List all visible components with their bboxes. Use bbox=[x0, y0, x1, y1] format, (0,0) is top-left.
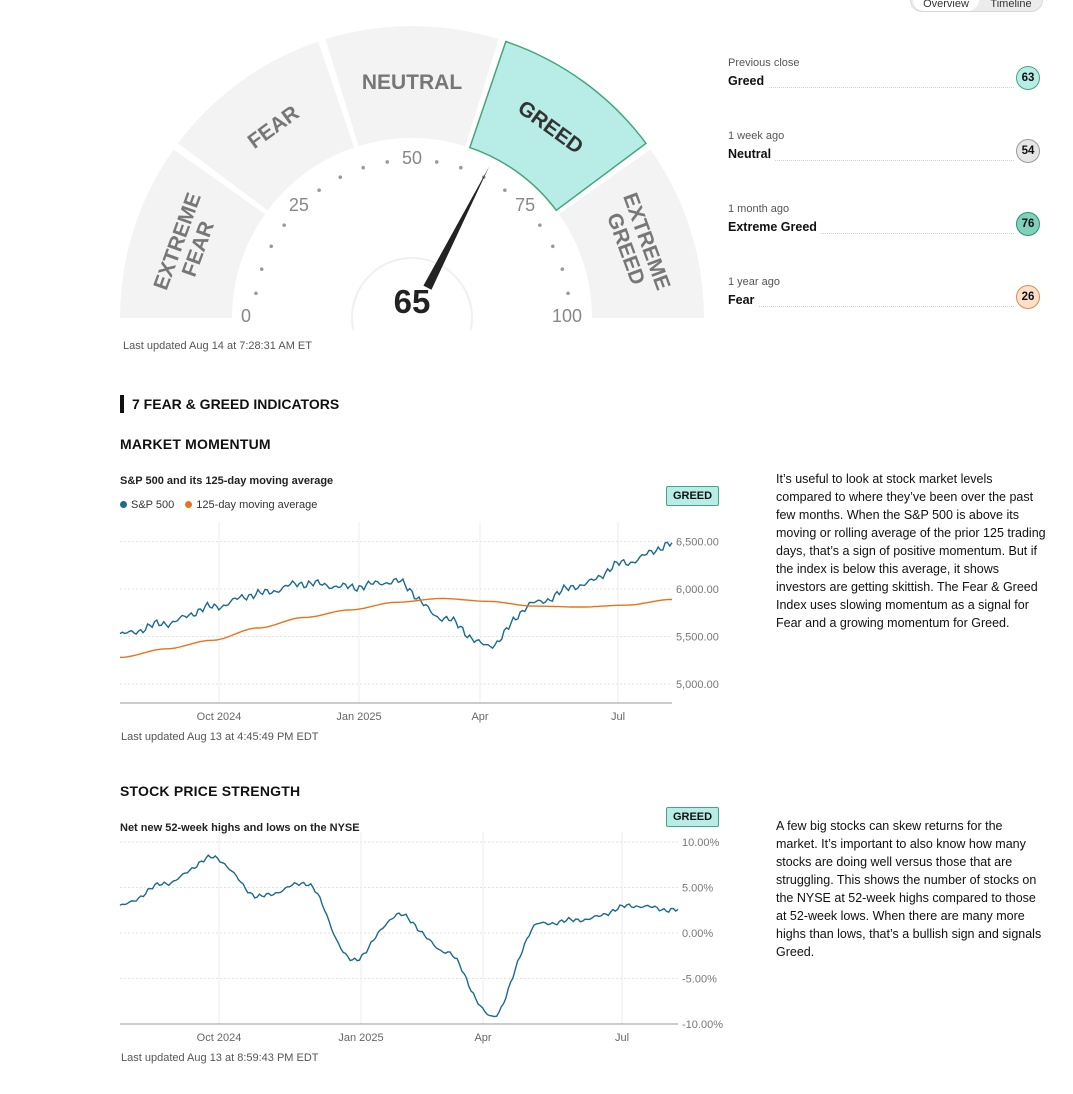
momentum-chart: 6,500.00 6,000.00 5,500.00 5,000.00 Oct 2024… bbox=[119, 522, 719, 723]
series-line-primary bbox=[119, 541, 673, 650]
gauge-tick-label: 0 bbox=[241, 306, 251, 326]
x-tick-label: Oct 2024 bbox=[197, 1032, 242, 1044]
gauge-tick-dot bbox=[338, 175, 343, 180]
legend-label: S&P 500 bbox=[131, 499, 175, 511]
history-score-badge: 63 bbox=[1016, 66, 1040, 90]
gauge-tick-dot bbox=[317, 188, 321, 192]
y-tick-label: -5.00% bbox=[682, 974, 717, 986]
timeline-tab[interactable]: Timeline bbox=[990, 0, 1032, 10]
gauge-tick-dot bbox=[269, 244, 274, 249]
history-1-month-ago: 1 month ago Extreme Greed 76 bbox=[728, 203, 1040, 243]
dotted-leader bbox=[728, 87, 1014, 88]
momentum-heading: MARKET MOMENTUM bbox=[120, 436, 271, 452]
view-toggle: Overview Timeline bbox=[910, 0, 1043, 12]
gauge-center-disc bbox=[351, 257, 473, 330]
gauge-tick-label: 50 bbox=[402, 148, 422, 168]
momentum-updated-text: Last updated Aug 13 at 4:45:49 PM EDT bbox=[121, 731, 319, 743]
gauge-tick-dot bbox=[282, 223, 286, 227]
history-rating: Greed bbox=[728, 74, 769, 88]
gauge-tick-dot bbox=[566, 291, 570, 296]
gauge-tick-dot bbox=[560, 267, 565, 271]
history-label: 1 week ago bbox=[728, 130, 785, 142]
history-label: Previous close bbox=[728, 57, 800, 69]
y-tick-label: 6,000.00 bbox=[676, 584, 719, 596]
dotted-leader bbox=[728, 160, 1014, 161]
momentum-description: It’s useful to look at stock market leve… bbox=[776, 472, 1046, 630]
extreme-fear-segment bbox=[120, 149, 266, 318]
x-tick-label: Jul bbox=[615, 1032, 629, 1044]
history-previous-close: Previous close Greed 63 bbox=[728, 57, 1040, 97]
gauge-tick-dot bbox=[254, 291, 258, 296]
history-rating: Fear bbox=[728, 293, 759, 307]
x-tick-label: Jan 2025 bbox=[336, 711, 381, 723]
gauge-tick-label: 75 bbox=[515, 195, 535, 215]
gauge-tick-dot bbox=[550, 244, 555, 249]
greed-segment bbox=[468, 40, 648, 212]
x-tick-label: Jan 2025 bbox=[338, 1032, 383, 1044]
gauge-tick-dot bbox=[361, 165, 365, 170]
gauge-value: 65 bbox=[394, 283, 431, 320]
y-tick-label: 5,000.00 bbox=[676, 679, 719, 691]
y-tick-label: 5,500.00 bbox=[676, 632, 719, 644]
gauge-tick-dot bbox=[538, 223, 542, 227]
history-1-week-ago: 1 week ago Neutral 54 bbox=[728, 130, 1040, 170]
x-tick-label: Oct 2024 bbox=[197, 711, 242, 723]
history-score-badge: 26 bbox=[1016, 285, 1040, 309]
y-tick-label: 0.00% bbox=[682, 928, 713, 940]
history-score-badge: 54 bbox=[1016, 139, 1040, 163]
y-tick-label: 5.00% bbox=[682, 883, 713, 895]
strength-description: A few big stocks can skew returns for th… bbox=[776, 819, 1042, 959]
strength-chart: 10.00% 5.00% 0.00% -5.00% -10.00% Oct 2024 Jan… bbox=[119, 832, 723, 1044]
gauge-tick-dot bbox=[385, 160, 390, 164]
dotted-leader bbox=[728, 233, 1014, 234]
y-tick-label: 10.00% bbox=[682, 837, 720, 849]
segment-label: NEUTRAL bbox=[362, 71, 462, 94]
legend-item-moving-average: 125-day moving average bbox=[185, 499, 317, 511]
y-tick-label: -10.00% bbox=[682, 1019, 723, 1031]
segment-label-line: NEUTRAL bbox=[362, 71, 462, 94]
series-line-primary bbox=[119, 854, 679, 1018]
history-1-year-ago: 1 year ago Fear 26 bbox=[728, 276, 1040, 316]
legend-dot bbox=[185, 501, 193, 508]
momentum-legend: S&P 500 125-day moving average bbox=[120, 499, 317, 511]
history-label: 1 month ago bbox=[728, 203, 790, 215]
gauge-tick-dot bbox=[259, 267, 264, 271]
indicators-section-title: 7 FEAR & GREED INDICATORS bbox=[120, 395, 339, 413]
strength-chart-subtitle: Net new 52-week highs and lows on the NY… bbox=[120, 822, 360, 834]
dotted-leader bbox=[728, 306, 1014, 307]
legend-item-sp500: S&P 500 bbox=[120, 499, 174, 511]
history-label: 1 year ago bbox=[728, 276, 780, 288]
y-tick-label: 6,500.00 bbox=[676, 537, 719, 549]
gauge-tick-dot bbox=[434, 160, 439, 164]
history-rating: Extreme Greed bbox=[728, 220, 821, 234]
strength-heading: STOCK PRICE STRENGTH bbox=[120, 783, 301, 799]
overview-tab[interactable]: Overview bbox=[913, 0, 979, 11]
gauge-tick-dot bbox=[459, 165, 463, 170]
x-tick-label: Jul bbox=[611, 711, 625, 723]
extreme-greed-segment bbox=[558, 149, 704, 318]
gauge-updated-text: Last updated Aug 14 at 7:28:31 AM ET bbox=[123, 340, 312, 352]
fear-segment bbox=[178, 41, 355, 211]
strength-rating-badge: GREED bbox=[666, 807, 719, 827]
fear-greed-gauge: EXTREMEFEARFEARNEUTRALGREEDEXTREMEGREED0… bbox=[120, 26, 704, 330]
history-rating: Neutral bbox=[728, 147, 776, 161]
neutral-segment bbox=[325, 26, 499, 147]
history-score-badge: 76 bbox=[1016, 212, 1040, 236]
gauge-tick-label: 100 bbox=[552, 306, 582, 326]
gauge-tick-dot bbox=[503, 188, 507, 192]
gauge-tick-label: 25 bbox=[289, 195, 309, 215]
x-tick-label: Apr bbox=[474, 1032, 491, 1044]
legend-dot bbox=[120, 501, 127, 508]
momentum-rating-badge: GREED bbox=[666, 486, 719, 506]
momentum-chart-subtitle: S&P 500 and its 125-day moving average bbox=[120, 475, 334, 487]
x-tick-label: Apr bbox=[471, 711, 488, 723]
gauge-needle bbox=[423, 166, 490, 290]
legend-label: 125-day moving average bbox=[196, 499, 318, 511]
strength-updated-text: Last updated Aug 13 at 8:59:43 PM EDT bbox=[121, 1052, 319, 1064]
series-line-secondary bbox=[119, 597, 672, 659]
